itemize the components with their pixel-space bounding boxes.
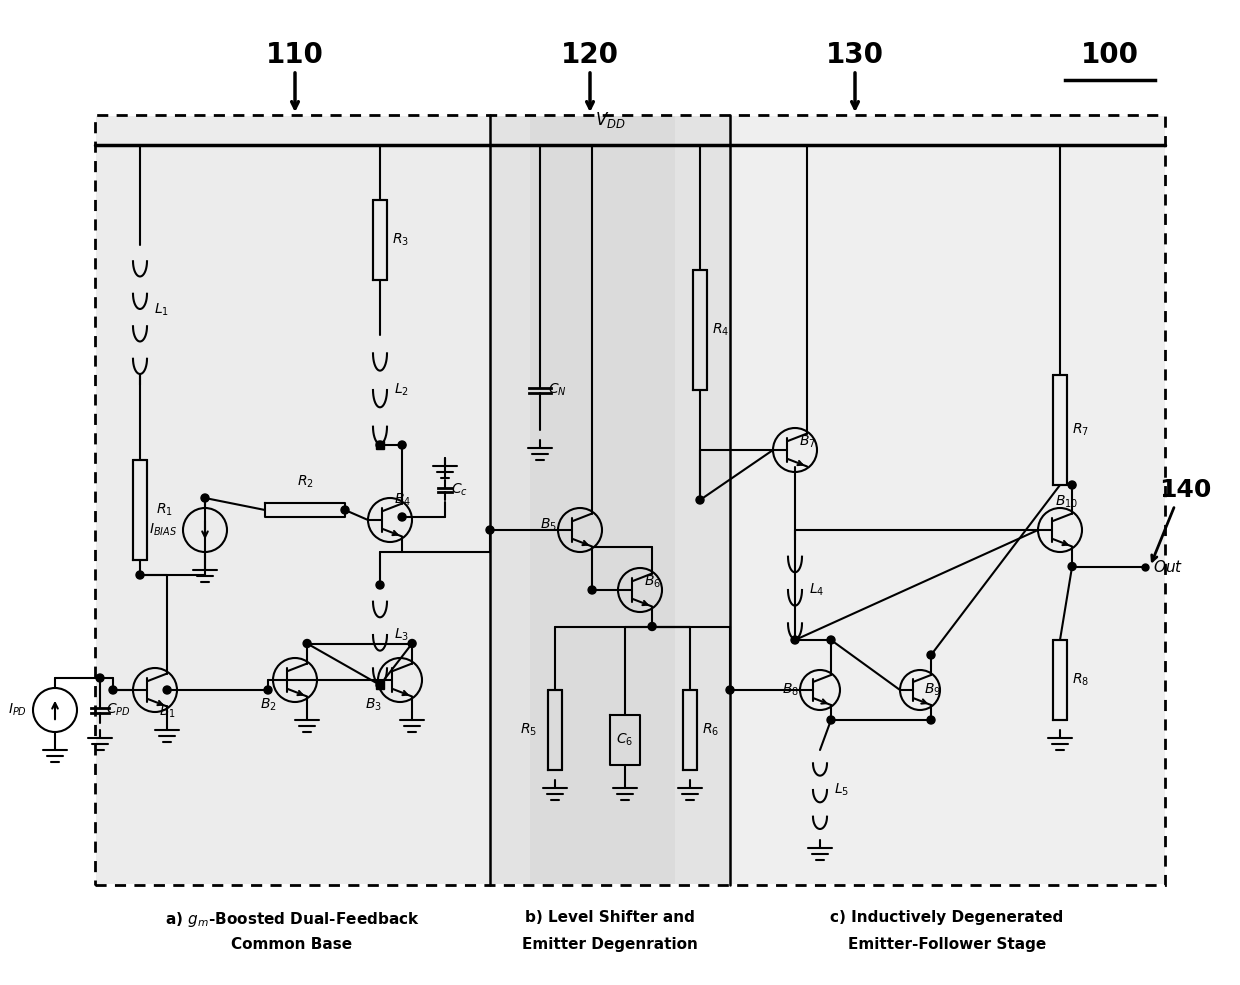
Text: $B_7$: $B_7$ xyxy=(799,433,816,450)
Circle shape xyxy=(398,441,407,449)
Text: $B_1$: $B_1$ xyxy=(159,704,176,720)
Bar xyxy=(376,441,384,449)
Text: 120: 120 xyxy=(560,41,619,69)
Circle shape xyxy=(376,581,384,589)
Text: $C_c$: $C_c$ xyxy=(451,482,467,498)
Text: $R_3$: $R_3$ xyxy=(392,231,409,248)
Text: b) Level Shifter and: b) Level Shifter and xyxy=(525,910,694,925)
Circle shape xyxy=(136,571,144,579)
Circle shape xyxy=(649,623,656,630)
Text: 130: 130 xyxy=(826,41,884,69)
Circle shape xyxy=(303,639,311,647)
Circle shape xyxy=(928,651,935,659)
FancyBboxPatch shape xyxy=(491,116,730,884)
Circle shape xyxy=(109,686,117,694)
Circle shape xyxy=(398,513,407,521)
Text: $R_7$: $R_7$ xyxy=(1073,422,1089,438)
Bar xyxy=(693,270,707,390)
Text: $B_3$: $B_3$ xyxy=(365,696,382,713)
Text: $B_9$: $B_9$ xyxy=(924,682,941,698)
FancyBboxPatch shape xyxy=(529,116,675,884)
Circle shape xyxy=(201,494,210,502)
Text: $I_{PD}$: $I_{PD}$ xyxy=(7,701,27,718)
Text: $L_2$: $L_2$ xyxy=(394,382,409,398)
Text: $L_5$: $L_5$ xyxy=(835,782,849,798)
FancyBboxPatch shape xyxy=(732,116,1166,884)
Bar xyxy=(376,681,384,689)
Text: $R_1$: $R_1$ xyxy=(156,501,172,518)
Text: $C_{PD}$: $C_{PD}$ xyxy=(105,701,130,718)
Text: $L_4$: $L_4$ xyxy=(808,582,825,598)
Circle shape xyxy=(1068,562,1076,570)
Text: $C_N$: $C_N$ xyxy=(548,382,567,398)
Text: $L_3$: $L_3$ xyxy=(394,626,409,643)
Text: $B_5$: $B_5$ xyxy=(539,517,557,533)
Circle shape xyxy=(791,636,799,644)
Text: $B_8$: $B_8$ xyxy=(782,682,799,698)
Text: $L_1$: $L_1$ xyxy=(154,301,169,318)
Circle shape xyxy=(408,639,417,647)
Text: c) Inductively Degenerated: c) Inductively Degenerated xyxy=(831,910,1064,925)
Text: 110: 110 xyxy=(267,41,324,69)
Text: $V_{DD}$: $V_{DD}$ xyxy=(595,110,625,130)
Text: $B_6$: $B_6$ xyxy=(644,574,661,590)
Text: $R_6$: $R_6$ xyxy=(702,722,719,738)
Bar xyxy=(548,690,562,770)
Bar xyxy=(1053,640,1066,720)
Text: $C_6$: $C_6$ xyxy=(616,732,634,749)
Circle shape xyxy=(827,716,835,724)
Text: $B_4$: $B_4$ xyxy=(394,492,412,508)
Circle shape xyxy=(95,674,104,682)
Circle shape xyxy=(1068,481,1076,489)
Text: 100: 100 xyxy=(1081,41,1140,69)
Text: a) $g_m$-Boosted Dual-Feedback: a) $g_m$-Boosted Dual-Feedback xyxy=(165,910,419,929)
Circle shape xyxy=(928,716,935,724)
Text: $R_4$: $R_4$ xyxy=(712,322,729,338)
Circle shape xyxy=(264,686,272,694)
Text: Emitter Degenration: Emitter Degenration xyxy=(522,937,698,952)
Circle shape xyxy=(486,526,494,534)
Text: $Out$: $Out$ xyxy=(1153,558,1183,574)
Circle shape xyxy=(376,681,384,689)
Bar xyxy=(133,460,148,560)
Text: Common Base: Common Base xyxy=(232,937,352,952)
FancyBboxPatch shape xyxy=(95,116,490,884)
Text: $B_{10}$: $B_{10}$ xyxy=(1055,493,1079,510)
Circle shape xyxy=(376,441,384,449)
Text: $R_5$: $R_5$ xyxy=(520,722,537,738)
Bar xyxy=(373,200,387,280)
Text: $R_8$: $R_8$ xyxy=(1073,672,1089,689)
Circle shape xyxy=(588,586,596,594)
Circle shape xyxy=(164,686,171,694)
Text: $R_2$: $R_2$ xyxy=(296,474,314,490)
Text: 140: 140 xyxy=(1159,478,1211,502)
Circle shape xyxy=(827,636,835,644)
Text: Emitter-Follower Stage: Emitter-Follower Stage xyxy=(848,937,1047,952)
Bar xyxy=(1053,375,1066,485)
Text: $B_2$: $B_2$ xyxy=(260,696,277,713)
Text: $I_{BIAS}$: $I_{BIAS}$ xyxy=(149,522,177,538)
Circle shape xyxy=(696,496,704,504)
Circle shape xyxy=(341,506,348,514)
Circle shape xyxy=(725,686,734,694)
Bar xyxy=(683,690,697,770)
